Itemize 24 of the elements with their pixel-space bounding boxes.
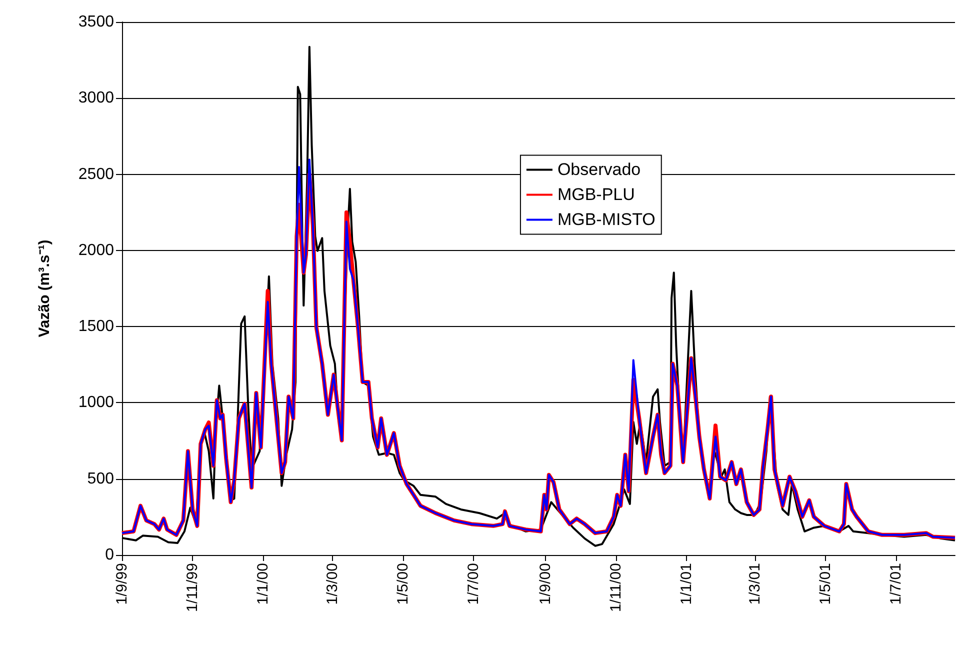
y-tick-label: 1500 <box>78 318 114 336</box>
x-tick-label: 1/7/01 <box>887 563 904 605</box>
x-tick-label: 1/11/99 <box>184 563 202 612</box>
x-tick-label: 1/7/00 <box>465 563 482 605</box>
y-tick-label: 1000 <box>78 394 114 412</box>
x-tick-label: 1/5/00 <box>394 563 412 605</box>
y-tick-label: 500 <box>87 470 114 488</box>
y-axis-title: Vazão (m³.s⁻¹) <box>36 240 53 338</box>
y-tick-label: 3000 <box>78 90 114 107</box>
y-tick-label: 3500 <box>78 14 114 30</box>
legend-label: MGB-MISTO <box>557 210 656 230</box>
x-tick-label: 1/9/99 <box>114 563 130 605</box>
x-tick-label: 1/1/00 <box>254 563 272 605</box>
x-tick-label: 1/3/00 <box>324 563 342 605</box>
legend-label: MGB-PLU <box>557 185 635 204</box>
y-tick-label: 0 <box>105 546 114 564</box>
x-tick-label: 1/1/01 <box>678 563 696 605</box>
legend-label: Observado <box>557 160 641 180</box>
y-tick-label: 2000 <box>78 242 114 259</box>
x-tick-label: 1/5/01 <box>816 563 834 605</box>
y-tick-label: 2500 <box>78 166 114 183</box>
x-tick-label: 1/9/00 <box>536 563 554 605</box>
x-tick-label: 1/3/01 <box>746 563 764 605</box>
x-tick-label: 1/11/00 <box>608 563 625 612</box>
